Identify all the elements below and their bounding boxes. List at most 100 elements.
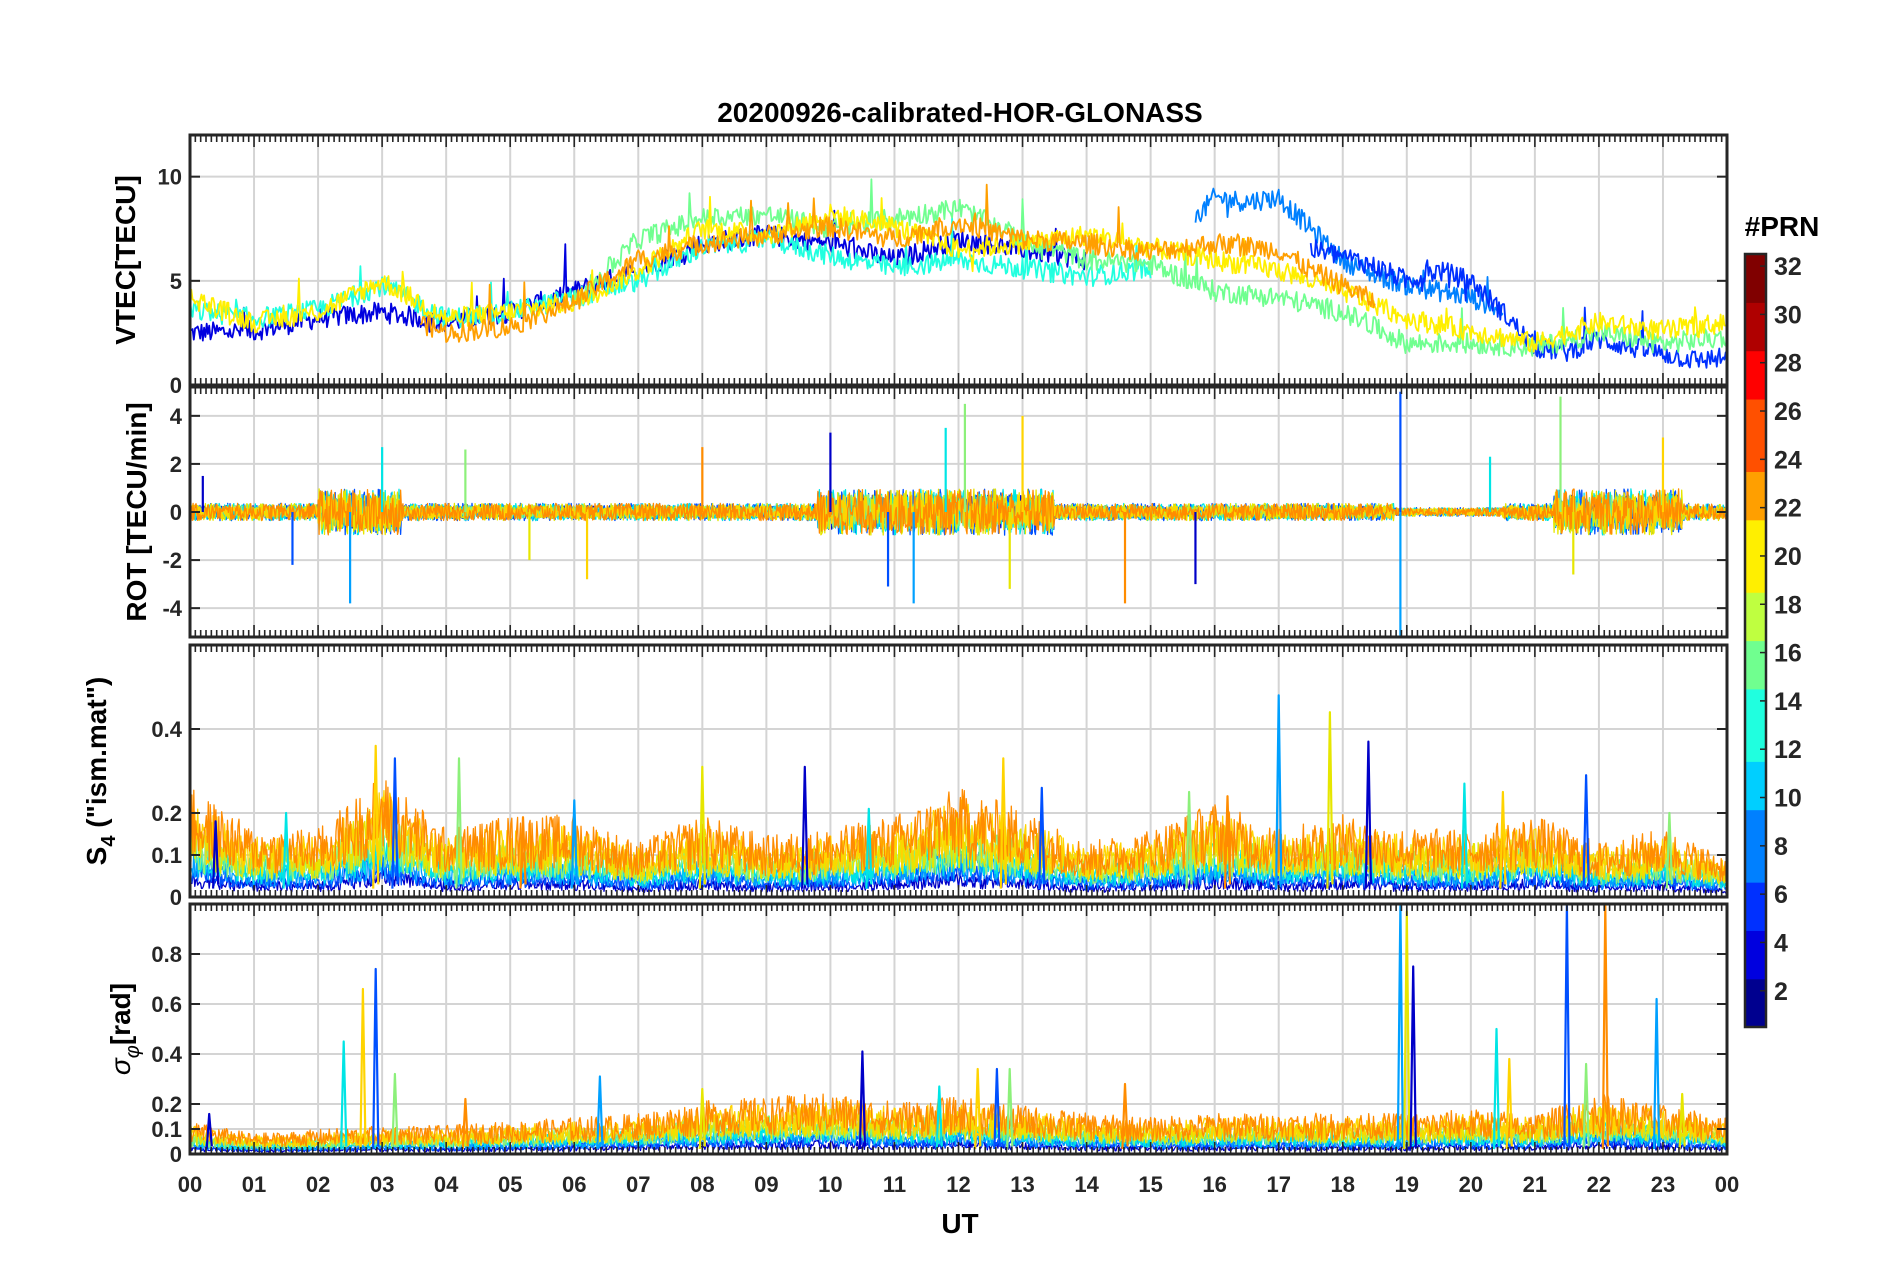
colorbar-cell — [1745, 568, 1766, 593]
s4-spike — [1499, 790, 1507, 889]
colorbar-cell — [1745, 688, 1766, 714]
x-tick-label: 23 — [1651, 1172, 1675, 1197]
colorbar-cell — [1745, 640, 1766, 666]
s4-spike — [1223, 795, 1232, 889]
sigma_phi-spike — [205, 1112, 213, 1150]
x-tick-label: 00 — [178, 1172, 202, 1197]
x-tick-label: 22 — [1587, 1172, 1611, 1197]
rot-trace — [190, 488, 1727, 536]
data-vtec — [190, 178, 1727, 369]
colorbar-tick-label: 32 — [1774, 253, 1802, 281]
sigma_phi-spike — [461, 1097, 469, 1150]
colorbar-cell — [1745, 978, 1766, 1004]
s4-spike — [1460, 782, 1469, 889]
data-rot — [190, 391, 1727, 637]
panel-rot: -4 -2 0 2 4 ROT [TECU/min] — [121, 385, 1729, 639]
colorbar-tick-label: 4 — [1774, 929, 1788, 957]
panel-sigma_phi: 00.10.2 0.4 0.6 0.8 σφ[rad] — [105, 902, 1729, 1167]
s4-spike — [212, 820, 220, 889]
x-tick-label: 07 — [626, 1172, 650, 1197]
y-tick-label: 0.2 — [151, 1092, 182, 1117]
colorbar-cell — [1745, 423, 1766, 448]
x-tick-label: 14 — [1074, 1172, 1099, 1197]
sigma_phi-spike — [340, 1040, 348, 1150]
sigma_phi-spike — [372, 967, 380, 1150]
y-tick-label: 0.4 — [151, 1042, 182, 1067]
colorbar-tick-label: 14 — [1774, 688, 1802, 716]
sigma_phi-spike — [993, 1067, 1001, 1150]
s4-spike — [1364, 740, 1372, 889]
colorbar-frame — [1743, 252, 1768, 1029]
colorbar-cell — [1745, 302, 1766, 328]
chart-title: 20200926-calibrated-HOR-GLONASS — [717, 97, 1203, 128]
y-tick-label: -2 — [162, 548, 182, 573]
colorbar-cell — [1745, 664, 1766, 690]
x-tick-label: 18 — [1331, 1172, 1355, 1197]
s4-spike — [1326, 711, 1334, 889]
s4-spike — [865, 807, 873, 889]
sigma_phi-spike — [359, 987, 367, 1150]
colorbar-cell — [1745, 519, 1766, 545]
x-tick-label: 20 — [1459, 1172, 1483, 1197]
panel-vtec: 0 5 10 VTEC[TECU] — [110, 133, 1729, 398]
sigma_phi-spike — [1582, 1062, 1590, 1150]
s4-spike — [1275, 694, 1283, 889]
s4-spike — [1185, 790, 1193, 889]
sigma_phi-spike — [1492, 1027, 1501, 1150]
colorbar-title: #PRN — [1745, 211, 1820, 242]
colorbar-cell — [1745, 326, 1766, 352]
s4-trace — [190, 780, 1727, 882]
sigma_phi-spike — [1006, 1067, 1014, 1150]
series-prn-22 — [419, 183, 1376, 343]
colorbar-cell — [1745, 616, 1766, 642]
y-tick-label: 10 — [158, 165, 182, 190]
colorbar-cell — [1745, 930, 1766, 956]
s4-spike — [999, 757, 1007, 889]
colorbar-cell — [1745, 785, 1766, 811]
colorbar-cell — [1745, 761, 1766, 787]
colorbar-tick-label: 8 — [1774, 833, 1788, 861]
y-tick-label: 0 — [170, 1142, 182, 1167]
colorbar-tick-label: 24 — [1774, 446, 1802, 474]
colorbar-tick-label: 30 — [1774, 301, 1802, 329]
x-tick-label: 11 — [883, 1172, 906, 1197]
y-tick-label: 0 — [170, 373, 182, 398]
y-tick-label: 0.8 — [151, 942, 182, 967]
colorbar-cell — [1745, 882, 1766, 907]
colorbar-tick-label: 6 — [1774, 881, 1788, 909]
colorbar-cell — [1745, 737, 1766, 762]
sigma_phi-trace — [190, 1093, 1727, 1148]
x-tick-label: 10 — [818, 1172, 842, 1197]
y-tick-label: 0.6 — [151, 992, 182, 1017]
s4-spike — [519, 816, 527, 889]
panel-s4: 0 0.1 0.2 0.4 S4 ("ism.mat") — [81, 643, 1729, 910]
colorbar-cell — [1745, 278, 1766, 303]
y-tick-label: 0.4 — [151, 717, 182, 742]
x-tick-label: 00 — [1715, 1172, 1739, 1197]
x-tick-label: 06 — [562, 1172, 586, 1197]
colorbar-cell — [1745, 809, 1766, 835]
colorbar-cell — [1745, 254, 1766, 279]
y-tick-label: 0.1 — [151, 1117, 182, 1142]
colorbar-cell — [1745, 833, 1766, 859]
colorbar-cell — [1745, 712, 1766, 738]
s4-spike — [372, 744, 380, 889]
x-tick-label: 13 — [1010, 1172, 1034, 1197]
x-tick-labels: 00 01 02 03 04 05 06 07 08 09 10 11 12 13 14 15 16 17 18 19… — [178, 1172, 1739, 1197]
colorbar-cell — [1745, 350, 1766, 376]
x-tick-label: 05 — [498, 1172, 522, 1197]
colorbar-tick-label: 26 — [1774, 398, 1802, 426]
x-tick-label: 04 — [434, 1172, 459, 1197]
x-tick-label: 09 — [754, 1172, 778, 1197]
colorbar-cell — [1745, 1002, 1766, 1028]
sigma_phi-spike — [1652, 997, 1661, 1150]
colorbar-tick-label: 12 — [1774, 736, 1802, 764]
colorbar-tick-label: 2 — [1774, 978, 1788, 1006]
s4-spike — [801, 765, 809, 889]
s4-spike — [282, 811, 290, 889]
y-axis-label: S4 ("ism.mat") — [81, 677, 120, 866]
y-tick-label: 0 — [170, 885, 182, 910]
s4-spike — [1582, 774, 1590, 889]
